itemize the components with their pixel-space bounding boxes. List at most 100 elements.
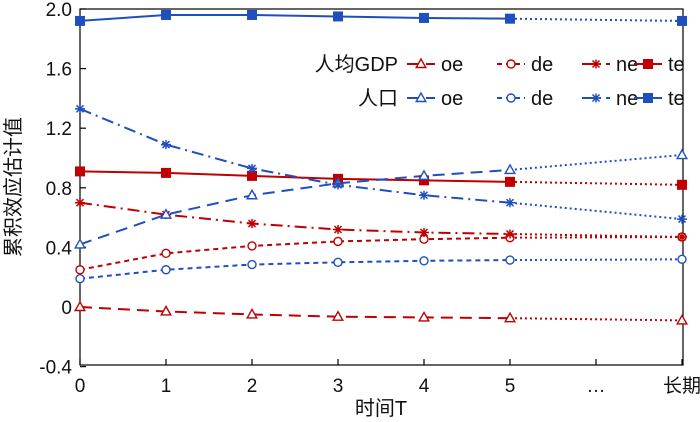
marker-star	[677, 232, 687, 242]
marker-star	[591, 59, 601, 69]
marker-star	[419, 190, 429, 200]
series-longrun-人均GDP-ne	[509, 232, 683, 238]
legend-item-label: de	[531, 88, 553, 110]
marker-triangle	[160, 208, 172, 219]
y-tick-label: 1.2	[46, 119, 72, 140]
marker-circle	[161, 248, 171, 259]
marker-triangle	[74, 300, 86, 312]
marker-square	[643, 59, 653, 69]
marker-triangle	[74, 237, 86, 249]
marker-star	[333, 225, 343, 235]
y-tick-label: 0	[61, 298, 72, 319]
marker-star	[247, 219, 257, 229]
marker-triangle	[504, 311, 516, 323]
legend-item-label: de	[531, 54, 553, 76]
marker-square	[75, 15, 85, 26]
marker-triangle	[332, 310, 344, 321]
legend-item-label: te	[668, 88, 685, 110]
marker-triangle	[246, 308, 258, 319]
marker-triangle	[415, 91, 427, 103]
series-longrun-人均GDP-oe	[509, 317, 683, 322]
marker-square	[333, 11, 343, 22]
marker-circle	[333, 236, 343, 247]
marker-circle	[505, 255, 515, 265]
legend-item-label: ne	[616, 54, 638, 76]
marker-square	[247, 9, 257, 20]
marker-triangle	[246, 188, 258, 200]
marker-star	[505, 229, 515, 239]
series-longrun-人口-de	[509, 258, 683, 262]
marker-triangle	[676, 313, 688, 325]
series-lines	[79, 13, 683, 322]
legend: 人均GDP oe de ne te 人口 oe de ne te	[315, 53, 685, 110]
marker-circle	[506, 59, 516, 69]
x-tick-label: …	[587, 376, 606, 397]
series-longrun-人均GDP-de	[509, 235, 683, 239]
marker-square	[161, 167, 171, 178]
marker-circle	[161, 265, 171, 275]
x-tick-label: 3	[333, 376, 344, 397]
y-tick-label: 2.0	[46, 0, 72, 21]
x-tick-label: 4	[419, 376, 430, 397]
marker-circle	[247, 241, 257, 251]
marker-triangle	[418, 169, 430, 181]
legend-group-label: 人均GDP	[315, 53, 398, 76]
legend-item-label: oe	[441, 54, 463, 76]
marker-circle	[677, 254, 687, 265]
marker-square	[419, 12, 429, 23]
series-line-人均GDP-de	[79, 236, 511, 271]
y-tick-label: 0.4	[46, 238, 73, 259]
legend-item-label: te	[668, 54, 685, 76]
series-line-人均GDP-ne	[79, 201, 511, 235]
x-tick-label: 2	[247, 376, 258, 397]
marker-square	[161, 9, 171, 20]
x-axis-label: 时间T	[355, 397, 407, 420]
marker-star	[591, 93, 601, 103]
legend-item-label: oe	[441, 88, 463, 110]
y-tick-label: 0.8	[46, 179, 72, 200]
marker-triangle	[504, 163, 516, 175]
x-tick-label: 长期	[663, 375, 700, 397]
marker-star	[419, 228, 429, 237]
marker-square	[643, 93, 653, 103]
marker-circle	[75, 273, 85, 284]
series-longrun-人口-ne	[509, 201, 683, 221]
marker-square	[505, 13, 515, 24]
y-tick-label: 1.6	[46, 60, 72, 81]
marker-circle	[419, 256, 429, 266]
series-line-人口-ne	[79, 107, 511, 204]
series-line-人口-de	[79, 259, 511, 280]
marker-circle	[247, 259, 257, 270]
marker-star	[247, 163, 257, 173]
marker-triangle	[676, 148, 688, 160]
y-axis-label: 累积效应估计值	[2, 117, 25, 257]
legend-item-label: ne	[616, 88, 638, 110]
marker-circle	[333, 257, 343, 267]
marker-star	[75, 198, 85, 208]
series-longrun-人口-oe	[509, 154, 683, 171]
y-tick-label: -0.4	[39, 358, 72, 379]
marker-circle	[506, 93, 516, 103]
marker-triangle	[418, 311, 430, 322]
marker-square	[505, 176, 515, 187]
series-longrun-人口-te	[509, 17, 683, 22]
marker-circle	[75, 265, 85, 275]
series-line-人均GDP-oe	[79, 306, 511, 320]
legend-group-label: 人口	[358, 87, 398, 110]
x-tick-label: 1	[161, 376, 172, 397]
markers	[74, 9, 688, 325]
marker-triangle	[160, 305, 172, 316]
series-longrun-人均GDP-te	[509, 180, 683, 186]
marker-star	[677, 214, 687, 224]
x-tick-label: 0	[75, 376, 86, 397]
marker-square	[677, 179, 687, 190]
series-line-人口-te	[79, 13, 511, 22]
marker-square	[677, 15, 687, 26]
x-tick-label: 5	[505, 376, 516, 397]
marker-star	[333, 180, 343, 190]
marker-square	[75, 166, 85, 177]
marker-star	[75, 104, 85, 114]
marker-triangle	[415, 57, 427, 69]
marker-star	[161, 140, 171, 150]
